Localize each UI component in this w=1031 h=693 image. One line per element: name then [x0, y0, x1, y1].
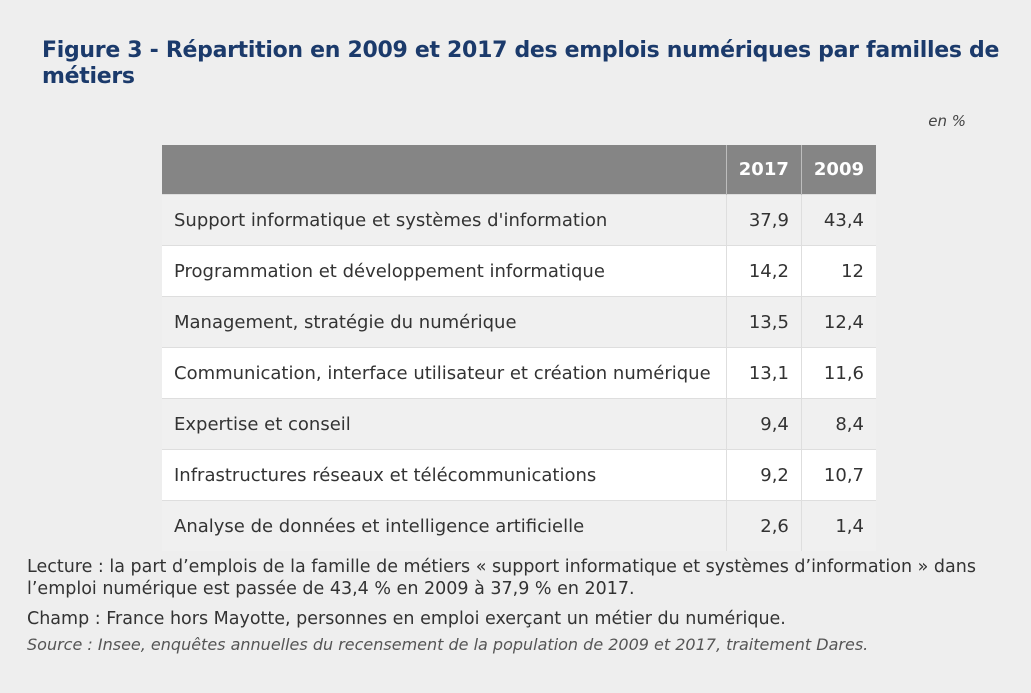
table-row: Programmation et développement informati…: [162, 245, 876, 297]
lecture-note: Lecture : la part d’emplois de la famill…: [27, 557, 976, 599]
value-2009: 12,4: [800, 296, 876, 348]
header-2017: 2017: [725, 145, 802, 195]
table-row: Analyse de données et intelligence artif…: [162, 500, 876, 551]
row-label: Communication, interface utilisateur et …: [162, 347, 727, 399]
header-label-column: [162, 145, 727, 195]
table-header-row: 2017 2009: [162, 145, 876, 195]
table-row: Expertise et conseil 9,4 8,4: [162, 398, 876, 450]
value-2017: 13,1: [725, 347, 802, 399]
row-label: Management, stratégie du numérique: [162, 296, 727, 348]
value-2009: 12: [800, 245, 876, 297]
header-2009: 2009: [800, 145, 876, 195]
value-2009: 1,4: [800, 500, 876, 551]
notes: Lecture : la part d’emplois de la famill…: [27, 556, 1017, 656]
row-label: Analyse de données et intelligence artif…: [162, 500, 727, 551]
value-2009: 11,6: [800, 347, 876, 399]
row-label: Expertise et conseil: [162, 398, 727, 450]
value-2017: 13,5: [725, 296, 802, 348]
source-note: Source : Insee, enquêtes annuelles du re…: [27, 635, 869, 654]
table-row: Communication, interface utilisateur et …: [162, 347, 876, 399]
data-table: 2017 2009 Support informatique et systèm…: [162, 145, 876, 551]
table-row: Infrastructures réseaux et télécommunica…: [162, 449, 876, 501]
table-body: Support informatique et systèmes d'infor…: [162, 194, 876, 551]
value-2017: 2,6: [725, 500, 802, 551]
figure-title: Figure 3 - Répartition en 2009 et 2017 d…: [42, 38, 1000, 89]
table-row: Support informatique et systèmes d'infor…: [162, 194, 876, 246]
unit-label: en %: [928, 112, 966, 130]
value-2017: 9,4: [725, 398, 802, 450]
champ-note: Champ : France hors Mayotte, personnes e…: [27, 609, 786, 629]
value-2009: 8,4: [800, 398, 876, 450]
table-row: Management, stratégie du numérique 13,5 12…: [162, 296, 876, 348]
row-label: Programmation et développement informati…: [162, 245, 727, 297]
value-2017: 14,2: [725, 245, 802, 297]
value-2017: 37,9: [725, 194, 802, 246]
row-label: Infrastructures réseaux et télécommunica…: [162, 449, 727, 501]
value-2017: 9,2: [725, 449, 802, 501]
value-2009: 10,7: [800, 449, 876, 501]
value-2009: 43,4: [800, 194, 876, 246]
row-label: Support informatique et systèmes d'infor…: [162, 194, 727, 246]
